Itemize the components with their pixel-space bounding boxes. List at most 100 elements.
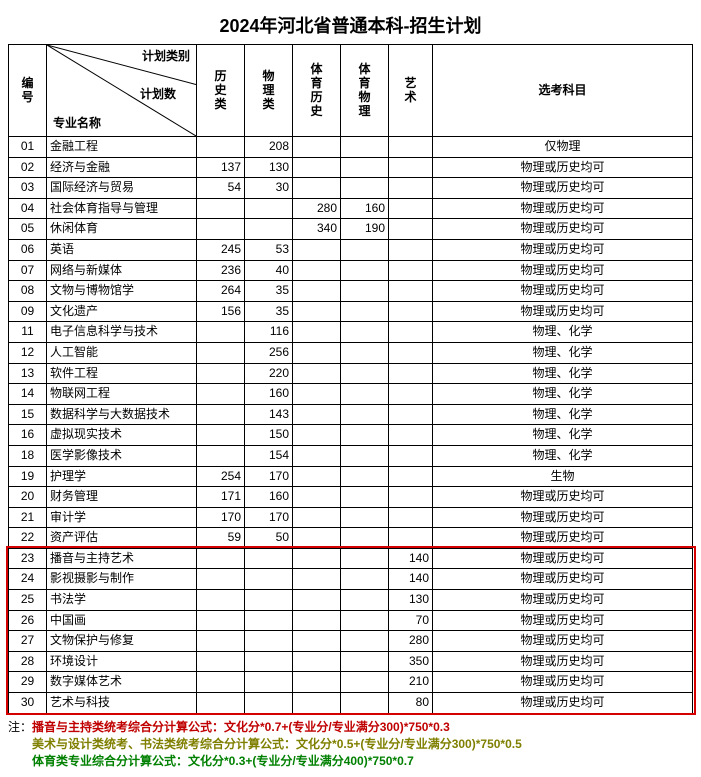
cell-value-3: [341, 445, 389, 466]
cell-id: 16: [9, 425, 47, 446]
cell-major: 物联网工程: [47, 384, 197, 405]
table-row: 03国际经济与贸易5430物理或历史均可: [9, 178, 693, 199]
cell-value-4: [389, 198, 433, 219]
cell-value-0: [197, 651, 245, 672]
cell-value-1: 220: [245, 363, 293, 384]
table-row: 20财务管理171160物理或历史均可: [9, 487, 693, 508]
page-title: 2024年河北省普通本科-招生计划: [8, 12, 693, 38]
cell-major: 中国画: [47, 610, 197, 631]
cell-value-1: [245, 693, 293, 714]
cell-value-0: 254: [197, 466, 245, 487]
cell-req: 物理或历史均可: [433, 590, 693, 611]
cell-value-1: [245, 610, 293, 631]
cell-id: 22: [9, 528, 47, 549]
cell-value-0: 156: [197, 301, 245, 322]
table-row: 30艺术与科技80物理或历史均可: [9, 693, 693, 714]
cell-req: 物理或历史均可: [433, 610, 693, 631]
cell-value-0: [197, 569, 245, 590]
cell-value-3: [341, 569, 389, 590]
cell-value-1: [245, 548, 293, 569]
cell-value-0: [197, 384, 245, 405]
header-col-1: 物理类: [245, 45, 293, 137]
cell-value-1: 143: [245, 404, 293, 425]
cell-major: 财务管理: [47, 487, 197, 508]
cell-value-1: 53: [245, 239, 293, 260]
table-row: 11电子信息科学与技术116物理、化学: [9, 322, 693, 343]
cell-value-0: 264: [197, 281, 245, 302]
cell-req: 生物: [433, 466, 693, 487]
diag-label-top: 计划类别: [142, 49, 190, 65]
cell-major: 艺术与科技: [47, 693, 197, 714]
cell-value-3: 190: [341, 219, 389, 240]
note-prefix: 注：: [8, 720, 32, 734]
cell-major: 数据科学与大数据技术: [47, 404, 197, 425]
cell-value-3: [341, 590, 389, 611]
cell-value-0: [197, 425, 245, 446]
cell-value-1: 170: [245, 466, 293, 487]
cell-value-4: [389, 425, 433, 446]
cell-value-3: [341, 672, 389, 693]
cell-value-2: [293, 569, 341, 590]
cell-value-2: [293, 590, 341, 611]
cell-value-0: [197, 219, 245, 240]
cell-value-2: [293, 672, 341, 693]
cell-value-4: [389, 342, 433, 363]
cell-major: 审计学: [47, 507, 197, 528]
cell-req: 物理或历史均可: [433, 301, 693, 322]
cell-major: 金融工程: [47, 137, 197, 158]
cell-value-1: 160: [245, 487, 293, 508]
cell-value-3: 160: [341, 198, 389, 219]
cell-id: 14: [9, 384, 47, 405]
diag-label-bot: 专业名称: [53, 116, 101, 132]
cell-major: 国际经济与贸易: [47, 178, 197, 199]
cell-value-4: 280: [389, 631, 433, 652]
table-row: 05休闲体育340190物理或历史均可: [9, 219, 693, 240]
cell-id: 26: [9, 610, 47, 631]
table-row: 01金融工程208仅物理: [9, 137, 693, 158]
cell-value-3: [341, 404, 389, 425]
cell-value-1: [245, 672, 293, 693]
cell-value-0: [197, 672, 245, 693]
cell-value-0: 171: [197, 487, 245, 508]
cell-id: 25: [9, 590, 47, 611]
cell-value-1: 35: [245, 281, 293, 302]
plan-table: 编号 计划类别 计划数 专业名称 历史类 物理类 体育历史 体育物理 艺术 选考…: [8, 44, 693, 714]
cell-value-2: [293, 487, 341, 508]
note-text-3: 体育类专业综合分计算公式：文化分*0.3+(专业分/专业满分400)*750*0…: [32, 754, 414, 768]
cell-major: 环境设计: [47, 651, 197, 672]
table-row: 16虚拟现实技术150物理、化学: [9, 425, 693, 446]
cell-id: 12: [9, 342, 47, 363]
cell-value-2: [293, 425, 341, 446]
cell-major: 经济与金融: [47, 157, 197, 178]
cell-id: 03: [9, 178, 47, 199]
cell-req: 物理或历史均可: [433, 239, 693, 260]
cell-value-3: [341, 281, 389, 302]
cell-value-1: 256: [245, 342, 293, 363]
cell-req: 物理或历史均可: [433, 281, 693, 302]
cell-major: 电子信息科学与技术: [47, 322, 197, 343]
cell-id: 29: [9, 672, 47, 693]
cell-id: 19: [9, 466, 47, 487]
cell-value-0: [197, 631, 245, 652]
cell-value-4: [389, 260, 433, 281]
table-row: 09文化遗产15635物理或历史均可: [9, 301, 693, 322]
cell-value-0: 137: [197, 157, 245, 178]
cell-value-4: [389, 528, 433, 549]
cell-value-2: [293, 301, 341, 322]
cell-value-2: [293, 178, 341, 199]
cell-value-0: [197, 548, 245, 569]
cell-value-3: [341, 466, 389, 487]
cell-value-2: [293, 507, 341, 528]
cell-major: 数字媒体艺术: [47, 672, 197, 693]
cell-req: 物理、化学: [433, 363, 693, 384]
cell-value-0: 170: [197, 507, 245, 528]
cell-value-4: 130: [389, 590, 433, 611]
cell-id: 07: [9, 260, 47, 281]
cell-value-2: [293, 693, 341, 714]
cell-major: 影视摄影与制作: [47, 569, 197, 590]
cell-id: 06: [9, 239, 47, 260]
cell-value-4: [389, 466, 433, 487]
cell-major: 软件工程: [47, 363, 197, 384]
cell-value-4: [389, 219, 433, 240]
cell-value-3: [341, 137, 389, 158]
